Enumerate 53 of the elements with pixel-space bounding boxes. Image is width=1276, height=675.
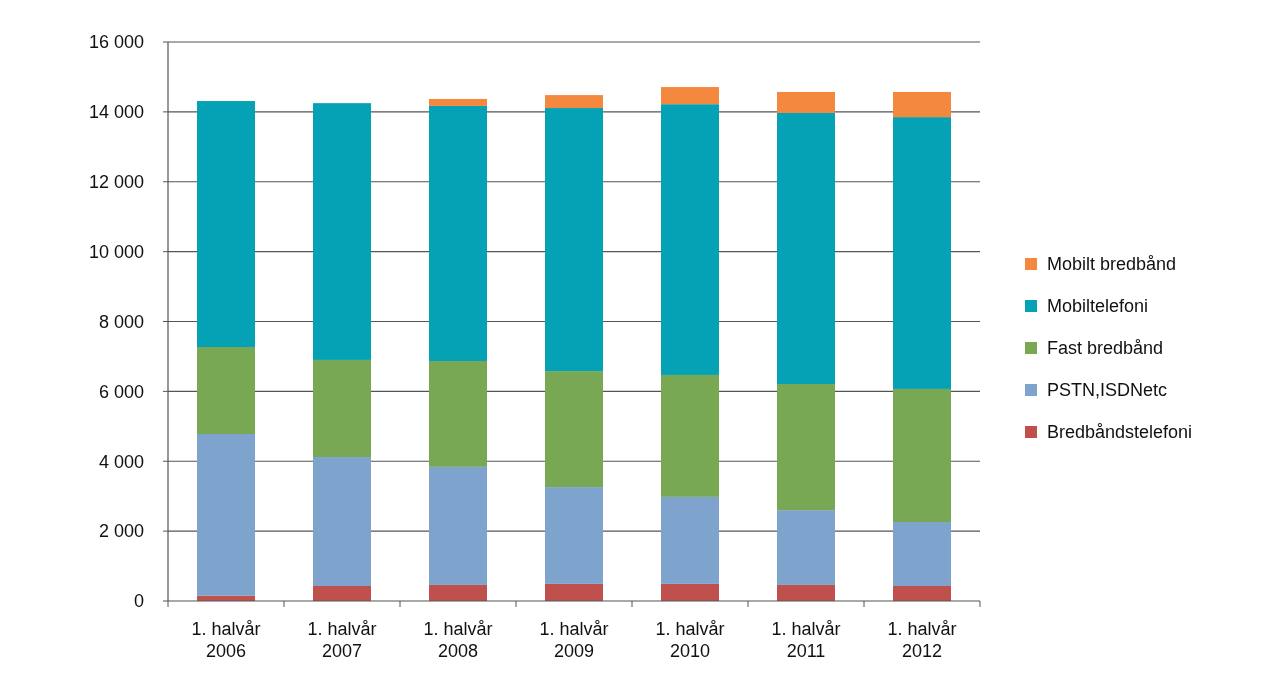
bar [429, 584, 487, 601]
bar [661, 374, 719, 497]
bar [545, 95, 603, 109]
legend-label: Mobilt bredbånd [1047, 254, 1177, 275]
x-tick-label: 1. halvår 2009 [539, 619, 609, 661]
bar [893, 522, 951, 586]
x-tick-label: 1. halvår 2011 [771, 619, 841, 661]
y-tick-label: 14 000 [88, 102, 144, 123]
bar [197, 434, 255, 596]
x-tick-label: 1. halvår 2008 [423, 619, 493, 661]
bar [429, 466, 487, 585]
bar [429, 98, 487, 106]
bar [777, 584, 835, 601]
bar [661, 87, 719, 105]
legend-label: Mobiltelefoni [1047, 296, 1149, 317]
bar [429, 105, 487, 361]
bar [661, 496, 719, 584]
bar [545, 487, 603, 584]
bar [893, 585, 951, 601]
bar [429, 360, 487, 467]
x-tick-label: 1. halvår 2006 [191, 619, 261, 661]
legend-label: Fast bredbånd [1047, 338, 1164, 359]
bar [197, 101, 255, 347]
x-tick-label: 1. halvår 2007 [307, 619, 377, 661]
y-tick-label: 0 [133, 591, 144, 612]
y-tick-label: 2 000 [98, 521, 144, 542]
y-tick-label: 16 000 [88, 32, 144, 53]
bar [545, 583, 603, 601]
bar [661, 583, 719, 601]
bar [545, 108, 603, 372]
bar [893, 91, 951, 118]
x-tick-label: 1. halvår 2012 [887, 619, 957, 661]
bar [313, 359, 371, 458]
bar [661, 104, 719, 375]
y-tick-label: 10 000 [88, 241, 144, 262]
bar [893, 388, 951, 523]
bar [777, 112, 835, 385]
y-tick-label: 12 000 [88, 172, 144, 193]
bar [893, 117, 951, 389]
bar [777, 384, 835, 511]
bar [777, 510, 835, 585]
y-tick-label: 6 000 [98, 381, 144, 402]
x-tick-label: 1. halvår 2010 [655, 619, 725, 661]
bar [313, 103, 371, 360]
legend-label: Bredbåndstelefoni [1047, 422, 1193, 443]
bar [313, 585, 371, 601]
bar [777, 91, 835, 113]
y-tick-label: 8 000 [98, 311, 144, 332]
y-tick-label: 4 000 [98, 451, 144, 472]
bar [313, 457, 371, 586]
bar [197, 347, 255, 434]
legend-label: PSTN,ISDNetc [1047, 380, 1168, 401]
bar [545, 371, 603, 488]
